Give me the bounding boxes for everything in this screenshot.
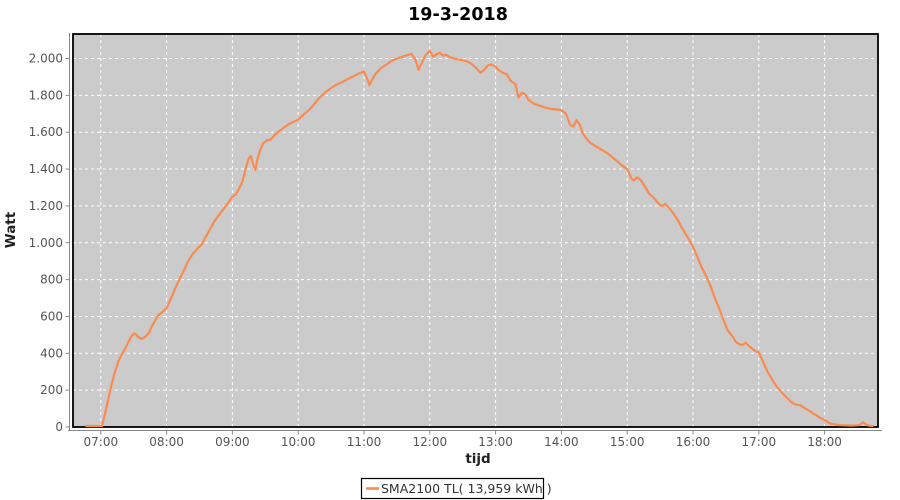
chart-title: 19-3-2018 — [408, 5, 508, 25]
x-tick-label: 11:00 — [347, 435, 382, 449]
y-tick-label: 1.600 — [29, 125, 63, 139]
y-tick-label: 800 — [40, 273, 63, 287]
x-tick-label: 15:00 — [610, 435, 645, 449]
plot-background — [73, 34, 878, 427]
plot-area: 0 200 400 600 800 1.000 1.200 1.400 1.600 1.800 2.… — [29, 33, 882, 449]
x-tick-label: 13:00 — [478, 435, 513, 449]
x-tick-label: 12:00 — [413, 435, 448, 449]
x-tick-label: 17:00 — [742, 435, 777, 449]
series-line — [85, 49, 874, 428]
x-tick-label: 07:00 — [84, 435, 119, 449]
x-tick-label: 09:00 — [215, 435, 250, 449]
y-tick-label: 600 — [40, 309, 63, 323]
x-tick-label: 08:00 — [149, 435, 184, 449]
x-tick-label: 16:00 — [676, 435, 711, 449]
plot-border — [72, 33, 879, 428]
y-tick-label: 400 — [40, 346, 63, 360]
y-tick-label: 1.400 — [29, 162, 63, 176]
y-tick-label: 200 — [40, 383, 63, 397]
y-tick-label: 1.200 — [29, 199, 63, 213]
x-tick-label: 18:00 — [807, 435, 842, 449]
legend: SMA2100 TL( 13,959 kWh ) — [360, 477, 552, 500]
legend-box — [360, 477, 545, 500]
x-tick-label: 14:00 — [544, 435, 579, 449]
x-axis-title: tijd — [465, 451, 490, 467]
legend-label: SMA2100 TL( 13,959 kWh ) — [381, 481, 552, 496]
y-tick-label: 1.800 — [29, 88, 63, 102]
y-tick-label: 0 — [55, 420, 63, 434]
y-tick-label: 1.000 — [29, 236, 63, 250]
y-tick-label: 2.000 — [29, 52, 63, 66]
y-axis-title: Watt — [3, 211, 19, 248]
x-tick-label: 10:00 — [281, 435, 316, 449]
